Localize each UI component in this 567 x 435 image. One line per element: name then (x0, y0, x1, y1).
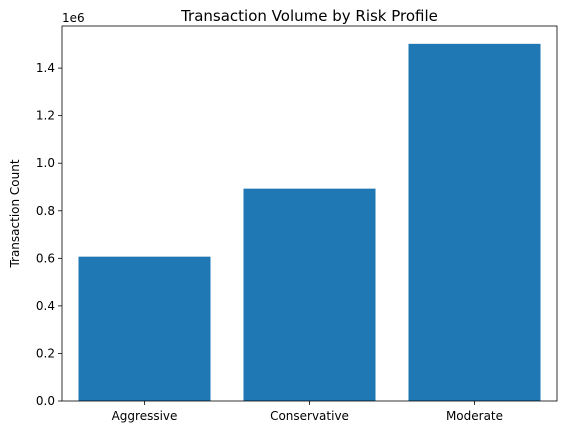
y-axis-label: Transaction Count (8, 159, 22, 268)
bars-group (78, 43, 541, 401)
y-axis-ticks: 0.0 0.2 0.4 0.6 0.8 1.0 1.2 1.4 (36, 61, 62, 408)
y-tick-label: 1.0 (36, 156, 55, 170)
x-tick-label: Aggressive (112, 409, 178, 423)
y-tick-label: 0.2 (36, 346, 55, 360)
x-tick-label: Conservative (270, 409, 349, 423)
y-axis-offset-label: 1e6 (62, 11, 85, 25)
bar-moderate (408, 43, 541, 401)
bar-conservative (243, 188, 376, 401)
y-tick-label: 0.6 (36, 251, 55, 265)
y-tick-label: 1.4 (36, 61, 55, 75)
bar-aggressive (78, 256, 211, 401)
plot-frame (61, 25, 558, 402)
chart-title: Transaction Volume by Risk Profile (180, 7, 438, 25)
x-axis-ticks: Aggressive Conservative Moderate (112, 401, 503, 423)
y-tick-label: 1.2 (36, 109, 55, 123)
y-tick-label: 0.0 (36, 394, 55, 408)
y-tick-label: 0.4 (36, 299, 55, 313)
y-tick-label: 0.8 (36, 204, 55, 218)
x-tick-label: Moderate (446, 409, 503, 423)
